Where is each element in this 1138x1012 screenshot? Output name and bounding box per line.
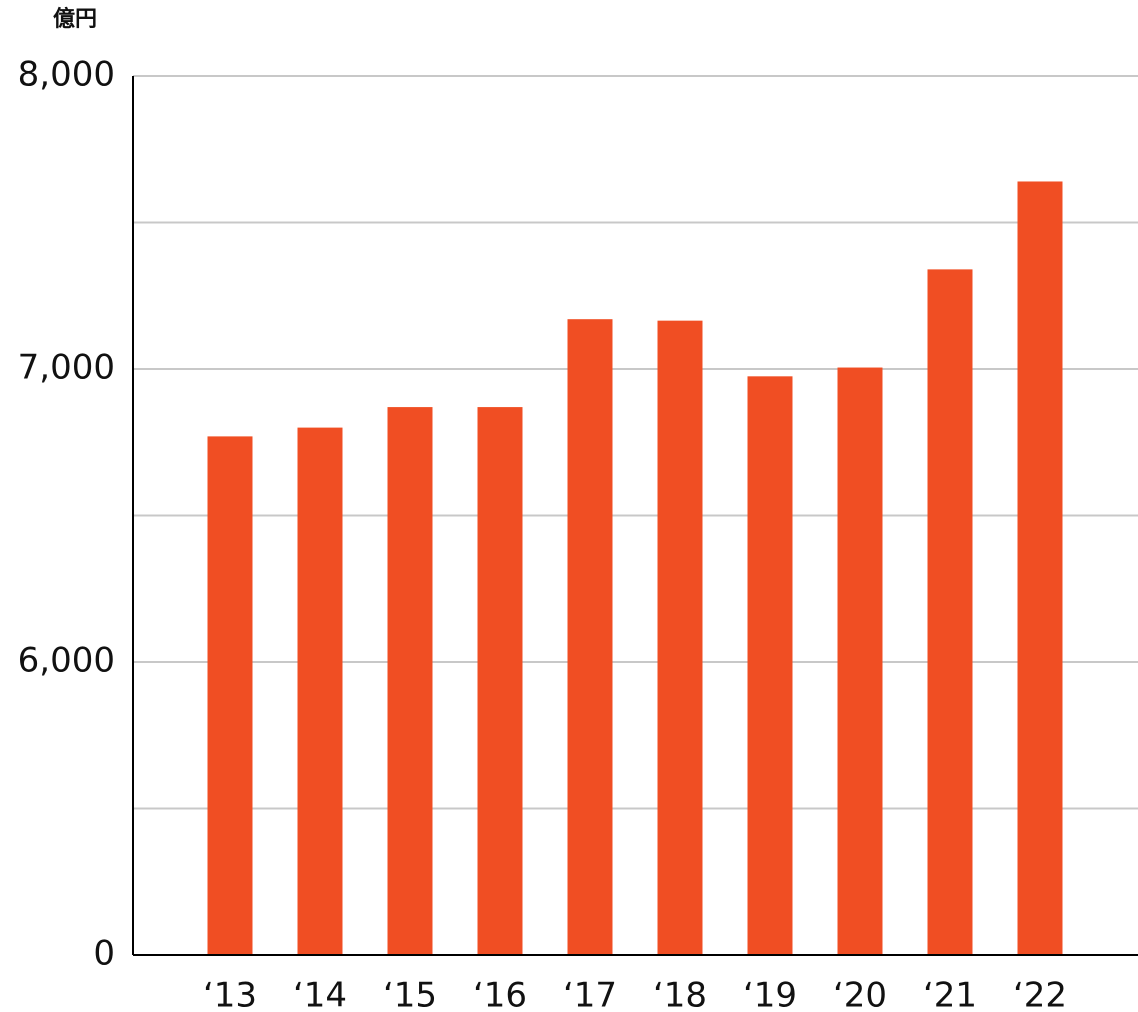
x-tick-label: ‘22 (1013, 976, 1067, 1012)
bar (207, 436, 253, 955)
y-tick-label: 0 (93, 934, 115, 974)
x-tick-label: ‘20 (833, 976, 887, 1012)
bar (477, 407, 523, 956)
x-tick-label: ‘16 (473, 976, 527, 1012)
x-tick-label: ‘13 (203, 976, 257, 1012)
y-tick-label: 8,000 (18, 55, 115, 95)
bar (657, 320, 703, 955)
y-tick-label: 7,000 (18, 348, 115, 388)
bar (747, 376, 793, 955)
y-tick-label: 6,000 (18, 641, 115, 681)
x-tick-label: ‘21 (923, 976, 977, 1012)
x-tick-label: ‘14 (293, 976, 347, 1012)
x-tick-label: ‘18 (653, 976, 707, 1012)
x-tick-label: ‘15 (383, 976, 437, 1012)
bar (1017, 181, 1063, 956)
bar (837, 367, 883, 955)
unit-label: 億円 (53, 6, 97, 32)
x-tick-label: ‘17 (563, 976, 617, 1012)
x-tick-label: ‘19 (743, 976, 797, 1012)
bar (297, 427, 343, 956)
bar (927, 269, 973, 955)
bar (387, 407, 433, 956)
bar (567, 319, 613, 955)
